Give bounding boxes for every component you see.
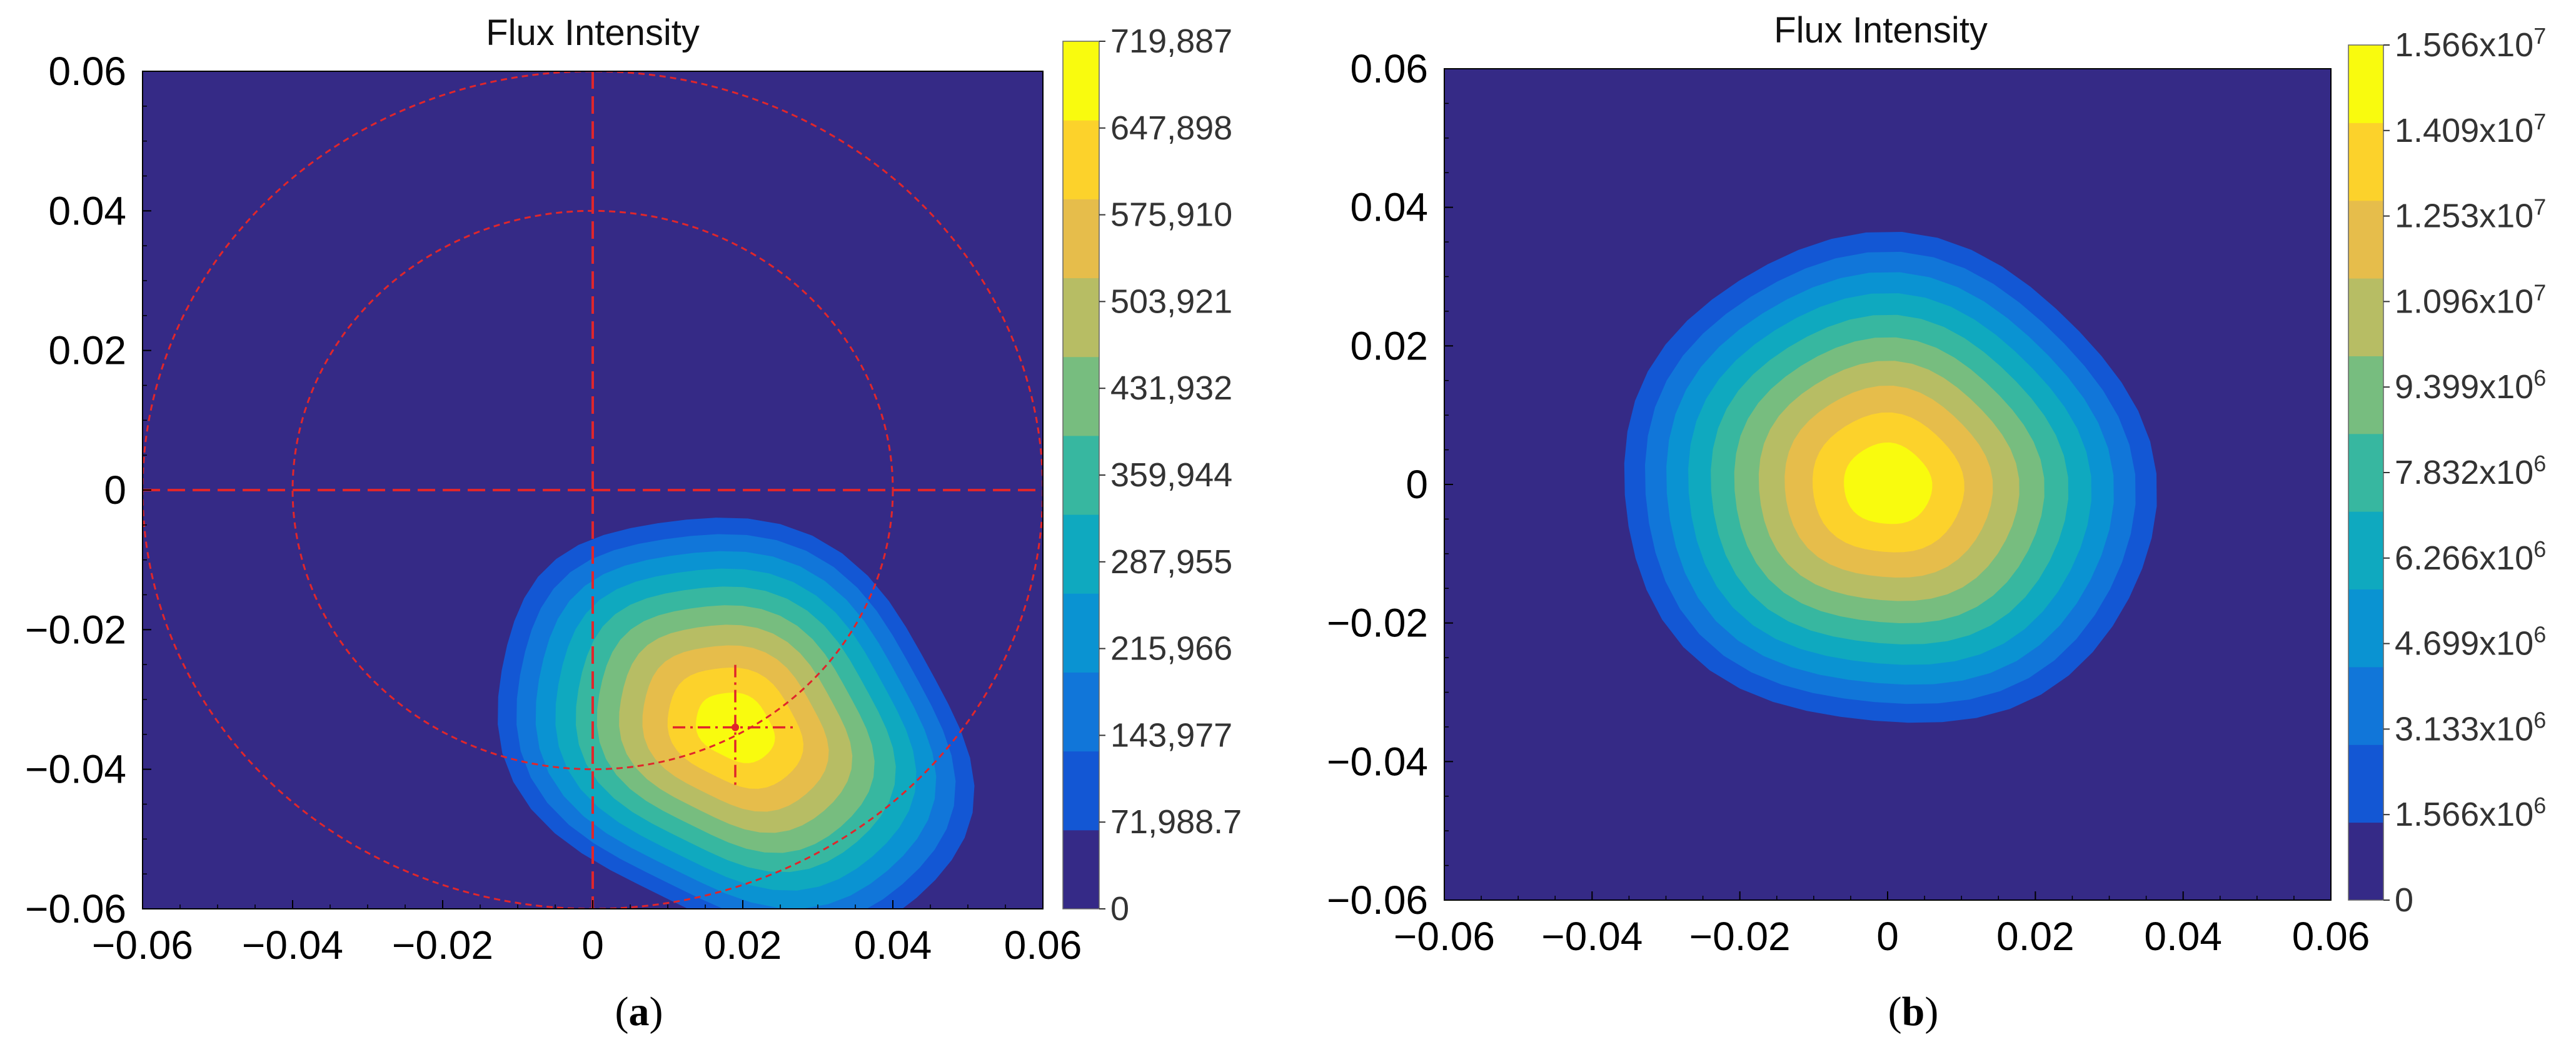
panel-a-colorbar-band — [1063, 120, 1099, 199]
panel-b-caption: (b) — [1888, 989, 1939, 1034]
panel-b-y-tick-label: −0.06 — [1327, 878, 1428, 923]
panel-b-flux-contours — [1624, 232, 2157, 723]
panel-b-colorbar-label: 1.253x107 — [2395, 194, 2546, 235]
panel-a-plot-area — [143, 71, 1043, 909]
panel-b-y-tick-label: 0.06 — [1350, 46, 1428, 91]
panel-b-x-tick-label: 0.04 — [2144, 914, 2222, 959]
panel-a-colorbar-band — [1063, 278, 1099, 358]
panel-a-colorbar-band — [1063, 41, 1099, 121]
panel-b-x-tick-label: 0 — [1876, 914, 1899, 959]
panel-a-colorbar-label: 215,966 — [1110, 630, 1232, 668]
panel-a-y-tick-label: 0.06 — [48, 49, 126, 94]
panel-a-colorbar-label: 503,921 — [1110, 283, 1232, 320]
panel-a-colorbar-label: 647,898 — [1110, 109, 1232, 147]
panel-b-colorbar-band — [2348, 45, 2383, 123]
panel-b: Flux Intensity −0.06 −0.04 −0.02 0 0.02 0.04 0… — [1327, 10, 2546, 1034]
panel-b-colorbar-label: 4.699x106 — [2395, 621, 2546, 663]
panel-b-x-tick-label: −0.06 — [1394, 914, 1495, 959]
panel-b-colorbar-band — [2348, 822, 2383, 901]
panel-a-title: Flux Intensity — [486, 13, 700, 53]
panel-a-y-tick-label: −0.02 — [25, 607, 126, 652]
panel-b-title: Flux Intensity — [1774, 10, 1988, 51]
panel-b-colorbar-band — [2348, 356, 2383, 434]
panel-b-colorbar-bands — [2348, 44, 2384, 901]
panel-a-y-tick-label: 0 — [104, 468, 126, 513]
panel-b-x-tick-label: −0.02 — [1689, 914, 1791, 959]
panel-b-colorbar-label: 3.133x106 — [2395, 707, 2546, 748]
panel-a-colorbar-label: 0 — [1110, 890, 1129, 928]
panel-a-y-tick-label: −0.04 — [25, 747, 126, 792]
panel-a-colorbar-bands — [1062, 41, 1100, 909]
panel-a-colorbar-ticks: 719,887 647,898 575,910 503,921 431,932 359,9… — [1099, 23, 1242, 928]
panel-b-colorbar-label: 7.832x106 — [2395, 451, 2546, 492]
panel-a-guide-lines — [143, 71, 1043, 909]
panel-a-colorbar-label: 359,944 — [1110, 456, 1232, 494]
panel-b-colorbar-label: 9.399x106 — [2395, 365, 2546, 406]
panel-b-y-tick-label: 0 — [1406, 462, 1428, 507]
panel-a-y-tick-label: 0.02 — [48, 328, 126, 373]
panel-b-plot-area — [1444, 69, 2331, 900]
panel-a-colorbar-band — [1063, 829, 1099, 909]
panel-b-caption-letter: b — [1902, 989, 1925, 1034]
panel-a-colorbar-band — [1063, 593, 1099, 673]
panel-a-colorbar-band — [1063, 199, 1099, 279]
panel-a-x-tick-label: 0 — [581, 923, 604, 968]
panel-b-colorbar-band — [2348, 123, 2383, 201]
panel-b-colorbar-label: 0 — [2395, 881, 2413, 919]
panel-a-colorbar-label: 143,977 — [1110, 716, 1232, 754]
panel-a-y-tick-label: −0.06 — [25, 886, 126, 931]
panel-b-colorbar-label: 1.409x107 — [2395, 108, 2546, 149]
panel-b-colorbar-band — [2348, 200, 2383, 279]
panel-b-colorbar-band — [2348, 589, 2383, 668]
panel-b-y-tick-label: 0.04 — [1350, 185, 1428, 230]
panel-a-colorbar-band — [1063, 672, 1099, 752]
panel-b-y-tick-label: −0.04 — [1327, 739, 1428, 784]
panel-a-x-tick-label: 0.06 — [1004, 923, 1082, 968]
panel-b-colorbar-ticks: 1.566x107 1.409x107 1.253x107 1.096x107 9.39… — [2383, 23, 2546, 919]
panel-a-colorbar-band — [1063, 751, 1099, 831]
panel-a-x-tick-label: 0.04 — [854, 923, 932, 968]
panel-b-x-tick-label: −0.04 — [1541, 914, 1643, 959]
panel-a-colorbar-label: 575,910 — [1110, 196, 1232, 234]
panel-a-colorbar-label: 719,887 — [1110, 23, 1232, 60]
panel-b-colorbar-band — [2348, 744, 2383, 823]
panel-b-colorbar-band — [2348, 278, 2383, 356]
panel-a-colorbar: 719,887 647,898 575,910 503,921 431,932 359,9… — [1062, 23, 1242, 928]
panel-a-colorbar-label: 287,955 — [1110, 543, 1232, 581]
panel-a: Flux Intensity −0.06 −0.04 −0.02 0 0.02 0.04 0… — [25, 13, 1242, 1034]
panel-b-y-tick-label: 0.02 — [1350, 323, 1428, 368]
panel-a-colorbar-label: 71,988.7 — [1110, 803, 1242, 841]
panel-b-colorbar-band — [2348, 666, 2383, 745]
panel-b-colorbar: 1.566x107 1.409x107 1.253x107 1.096x107 9.39… — [2348, 23, 2546, 919]
panel-b-colorbar-band — [2348, 433, 2383, 512]
panel-a-colorbar-band — [1063, 356, 1099, 436]
panel-a-x-tick-label: −0.06 — [92, 923, 193, 968]
flux-contour-level-10 — [1844, 442, 1933, 524]
panel-a-x-tick-label: −0.02 — [392, 923, 493, 968]
panel-b-colorbar-label: 1.566x107 — [2395, 23, 2546, 64]
peak-marker-dot — [732, 723, 739, 731]
panel-b-x-tick-label: 0.06 — [2292, 914, 2370, 959]
panel-a-colorbar-band — [1063, 435, 1099, 515]
panel-b-x-tick-label: 0.02 — [1996, 914, 2075, 959]
panel-a-x-tick-label: 0.02 — [704, 923, 782, 968]
panel-a-flux-contours — [498, 518, 975, 909]
panel-a-x-tick-label: −0.04 — [242, 923, 343, 968]
panel-b-y-tick-label: −0.02 — [1327, 601, 1428, 646]
panel-b-colorbar-label: 1.566x106 — [2395, 793, 2546, 834]
panel-a-colorbar-band — [1063, 514, 1099, 594]
panel-a-colorbar-label: 431,932 — [1110, 369, 1232, 407]
panel-a-y-tick-label: 0.04 — [48, 188, 126, 233]
panel-b-colorbar-band — [2348, 511, 2383, 590]
panel-a-axes: −0.06 −0.04 −0.02 0 0.02 0.04 0.06 0.06 0.04 0.02… — [25, 49, 1082, 968]
panel-b-axes: −0.06 −0.04 −0.02 0 0.02 0.04 0.06 0.06 0.04 0.02… — [1327, 46, 2370, 959]
panel-a-caption: (a) — [615, 989, 663, 1034]
panel-b-colorbar-label: 1.096x107 — [2395, 279, 2546, 321]
panel-a-caption-letter: a — [629, 989, 650, 1034]
panel-b-colorbar-label: 6.266x106 — [2395, 536, 2546, 577]
